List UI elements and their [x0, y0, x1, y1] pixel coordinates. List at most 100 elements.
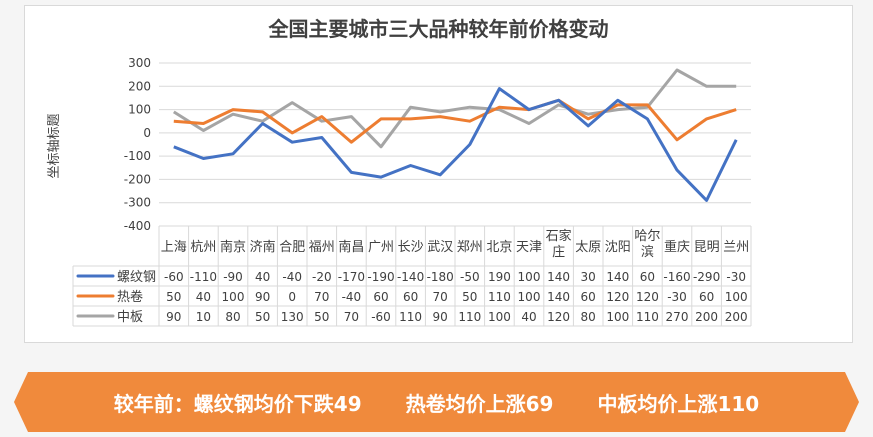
table-cell-value: -60	[164, 270, 184, 284]
series-line-中板	[173, 68, 737, 149]
chart-card: 全国主要城市三大品种较年前价格变动 坐标轴标题 300 200 100 0 -100 -200…	[24, 5, 853, 343]
y-tick-label: 100	[128, 103, 151, 117]
table-cell-value: 110	[458, 310, 481, 324]
table-cell-value: 100	[488, 310, 511, 324]
y-tick-label: -200	[124, 172, 151, 186]
y-tick-label: 0	[143, 126, 151, 140]
x-category-label: 郑州	[457, 240, 483, 255]
table-cell-value: 60	[581, 290, 596, 304]
x-category-label: 北京	[486, 240, 512, 255]
table-cell-value: 100	[725, 290, 748, 304]
x-category-label: 庄	[552, 244, 565, 260]
table-cell-value: 50	[314, 310, 329, 324]
y-tick-label: 300	[128, 56, 151, 70]
x-category-label: 福州	[309, 240, 335, 255]
x-category-label: 武汉	[427, 240, 453, 255]
table-cell-value: 0	[288, 290, 296, 304]
table-cell-value: 200	[695, 310, 718, 324]
table-cell-value: 190	[488, 270, 511, 284]
table-cell-value: 100	[518, 270, 541, 284]
table-cell-value: 110	[399, 310, 422, 324]
banner-shape	[14, 372, 859, 432]
table-cell-value: -90	[223, 270, 243, 284]
table-cell-value: 100	[222, 290, 245, 304]
table-cell-value: -40	[342, 290, 362, 304]
x-category-label: 南昌	[338, 239, 364, 255]
x-category-label: 太原	[575, 240, 601, 255]
table-cell-value: 50	[166, 290, 181, 304]
table-cell-value: 200	[725, 310, 748, 324]
series-line-螺纹钢	[173, 87, 738, 202]
table-cell-value: -50	[460, 270, 480, 284]
x-category-label: 杭州	[190, 240, 216, 255]
x-category-label: 广州	[368, 240, 394, 255]
y-axis-title: 坐标轴标题	[47, 113, 62, 178]
table-cell-value: 90	[255, 290, 270, 304]
table-cell-value: 50	[462, 290, 477, 304]
line-chart: 全国主要城市三大品种较年前价格变动坐标轴标题3002001000-100-200…	[47, 17, 752, 327]
table-cell-value: 40	[196, 290, 211, 304]
table-cell-value: 140	[547, 290, 570, 304]
table-cell-value: -40	[282, 270, 302, 284]
table-cell-value: -140	[397, 270, 424, 284]
table-cell-value: 10	[196, 310, 211, 324]
banner-text-plate: 中板均价上涨110	[597, 391, 760, 416]
chart-title: 全国主要城市三大品种较年前价格变动	[268, 17, 609, 41]
y-tick-label: 200	[128, 79, 151, 93]
x-category-label: 哈尔	[634, 229, 660, 244]
table-cell-value: -110	[190, 270, 217, 284]
x-category-label: 沈阳	[605, 240, 631, 255]
table-cell-value: -170	[338, 270, 365, 284]
summary-banner: 较年前：螺纹钢均价下跌49 热卷均价上涨69 中板均价上涨110	[14, 372, 859, 432]
x-category-label: 上海	[161, 240, 187, 255]
y-tick-label: -300	[124, 196, 151, 210]
table-cell-value: 130	[281, 310, 304, 324]
table-cell-value: 140	[547, 270, 570, 284]
table-cell-value: 120	[606, 290, 629, 304]
table-cell-value: 50	[255, 310, 270, 324]
table-cell-value: -290	[693, 270, 720, 284]
table-cell-value: 100	[518, 290, 541, 304]
table-cell-value: -190	[367, 270, 394, 284]
x-category-label: 合肥	[279, 240, 305, 255]
banner-text-rebar: 较年前：螺纹钢均价下跌49	[113, 391, 362, 416]
x-category-label: 重庆	[664, 239, 690, 255]
table-cell-value: 60	[403, 290, 418, 304]
table-cell-value: 70	[344, 310, 359, 324]
legend-label: 螺纹钢	[117, 270, 156, 285]
table-cell-value: 70	[314, 290, 329, 304]
table-cell-value: 40	[521, 310, 536, 324]
table-cell-value: -30	[667, 290, 687, 304]
table-cell-value: 60	[699, 290, 714, 304]
table-cell-value: -20	[312, 270, 332, 284]
table-cell-value: 110	[488, 290, 511, 304]
table-cell-value: -30	[726, 270, 746, 284]
table-cell-value: 30	[581, 270, 596, 284]
x-category-label: 石家	[546, 228, 572, 244]
table-cell-value: 270	[666, 310, 689, 324]
table-cell-value: 100	[606, 310, 629, 324]
y-tick-label: -100	[124, 149, 151, 163]
table-cell-value: -180	[427, 270, 454, 284]
x-category-label: 兰州	[723, 240, 749, 255]
legend-label: 中板	[117, 310, 143, 325]
table-cell-value: 70	[433, 290, 448, 304]
table-cell-value: 140	[606, 270, 629, 284]
banner-text-hotcoil: 热卷均价上涨69	[405, 391, 554, 416]
x-category-label: 济南	[250, 239, 276, 255]
table-cell-value: 90	[166, 310, 181, 324]
table-cell-value: 60	[640, 270, 655, 284]
table-cell-value: -160	[663, 270, 690, 284]
x-category-label: 长沙	[398, 240, 424, 255]
x-category-label: 昆明	[694, 240, 720, 255]
table-cell-value: 120	[547, 310, 570, 324]
table-cell-value: 90	[433, 310, 448, 324]
table-cell-value: 80	[225, 310, 240, 324]
table-cell-value: -60	[371, 310, 391, 324]
table-cell-value: 120	[636, 290, 659, 304]
series-line-热卷	[173, 98, 737, 144]
x-category-label: 南京	[220, 239, 246, 255]
y-tick-label: -400	[124, 219, 151, 233]
table-cell-value: 60	[373, 290, 388, 304]
table-cell-value: 40	[255, 270, 270, 284]
